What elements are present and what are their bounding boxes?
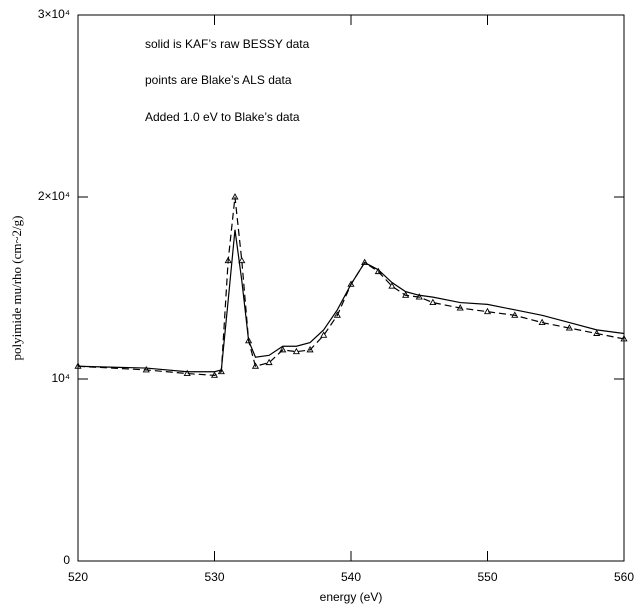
data-point [183, 369, 191, 376]
data-point [456, 304, 464, 311]
data-point [333, 311, 341, 318]
data-point [483, 307, 492, 315]
data-point [361, 258, 369, 265]
data-point [306, 345, 314, 353]
data-line [77, 229, 625, 373]
annotation: solid is KAF’s raw BESSY data [145, 37, 310, 51]
data-point [251, 362, 260, 369]
data-point [279, 345, 287, 353]
data-point [265, 358, 273, 366]
data-point [388, 282, 396, 289]
x-tick-label: 560 [614, 570, 634, 584]
data-point [224, 256, 232, 264]
x-axis-label: energy (eV) [320, 590, 383, 604]
y-tick-label: 3×10⁴ [38, 7, 70, 21]
annotation: Added 1.0 eV to Blake’s data [145, 110, 300, 124]
data-point [238, 256, 246, 264]
data-point [217, 367, 225, 375]
data-point [429, 298, 437, 306]
x-tick-label: 540 [341, 570, 361, 584]
data-line [77, 196, 625, 376]
data-point [374, 267, 382, 275]
data-point [620, 335, 628, 342]
data-point [415, 293, 423, 300]
plot-frame [77, 14, 625, 562]
data-point [320, 331, 328, 338]
data-point [593, 329, 601, 336]
x-tick-label: 520 [68, 570, 88, 584]
data-point [511, 311, 519, 318]
y-tick-label: 0 [63, 553, 70, 567]
data-point [292, 347, 300, 355]
x-tick-label: 550 [477, 570, 497, 584]
data-point [245, 336, 253, 344]
data-point [538, 318, 546, 326]
y-tick-label: 10⁴ [51, 371, 70, 385]
y-tick-label: 2×10⁴ [38, 189, 70, 203]
data-point [142, 365, 150, 373]
data-point [402, 291, 410, 298]
data-point [231, 193, 239, 200]
data-point [565, 324, 573, 331]
data-point [347, 280, 355, 287]
y-axis-label: polyimide mu/rho (cm~2/g) [9, 216, 24, 361]
annotation: points are Blake’s ALS data [145, 73, 292, 87]
x-tick-label: 530 [204, 570, 224, 584]
data-point [210, 371, 219, 378]
data-point [74, 362, 82, 369]
